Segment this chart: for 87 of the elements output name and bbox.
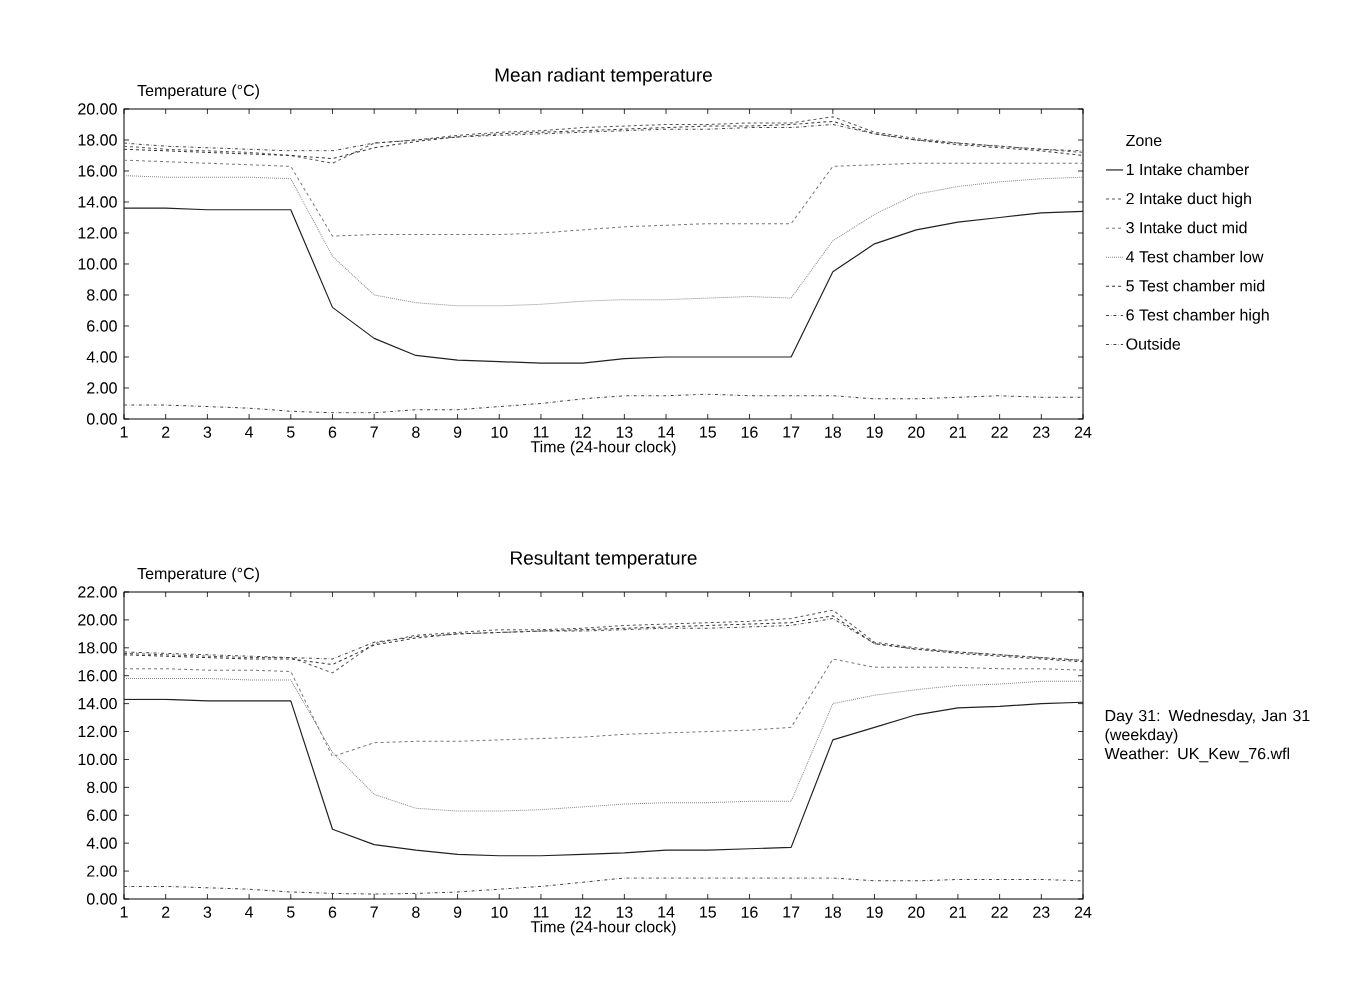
x-tick-label: 3 xyxy=(203,426,212,438)
x-tick-label: 17 xyxy=(783,426,800,438)
x-tick-label: 13 xyxy=(616,426,633,438)
x-tick-label: 5 xyxy=(286,426,295,438)
x-tick-label: 3 xyxy=(203,906,212,918)
x-tick-label: 1 xyxy=(120,906,128,918)
text: Weather: UK_Kew_76.wfl xyxy=(1104,747,1289,763)
y-tick-label: 10.00 xyxy=(78,258,117,270)
x-tick-label: 12 xyxy=(574,906,591,918)
x-tick-label: 7 xyxy=(370,426,378,438)
x-tick-label: 6 xyxy=(328,906,337,918)
x-tick-label: 5 xyxy=(286,906,295,918)
y-tick-label: 16.00 xyxy=(78,165,117,177)
x-tick-label: 24 xyxy=(1074,906,1092,918)
x-tick-label: 8 xyxy=(412,426,420,438)
y-tick-label: 12.00 xyxy=(78,227,117,239)
y-tick-label: 6.00 xyxy=(87,809,117,821)
y-tick-label: 18.00 xyxy=(78,642,117,654)
y-tick-label: 4.00 xyxy=(86,351,117,363)
chart-title: Mean radiant temperature xyxy=(495,67,712,86)
y-tick-label: 0.00 xyxy=(86,893,117,905)
x-tick-label: 15 xyxy=(700,906,716,918)
x-tick-label: 1 xyxy=(120,426,128,438)
x-tick-label: 14 xyxy=(658,906,675,918)
x-tick-label: 20 xyxy=(908,426,925,438)
y-tick-label: 20.00 xyxy=(78,614,117,626)
y-tick-label: 6.00 xyxy=(87,320,117,332)
y-tick-label: 12.00 xyxy=(78,725,117,738)
x-tick-label: 11 xyxy=(533,906,549,918)
y-tick-label: 2.00 xyxy=(87,865,117,877)
y-tick-label: 0.00 xyxy=(86,413,117,425)
legend-label: 6 Test chamber high xyxy=(1126,308,1269,324)
legend-label: 3 Intake duct mid xyxy=(1126,221,1247,234)
y-tick-label: 8.00 xyxy=(87,289,117,301)
x-tick-label: 8 xyxy=(412,906,420,918)
legend-label: 4 Test chamber low xyxy=(1126,250,1264,263)
x-tick-label: 10 xyxy=(491,426,508,438)
y-axis-title: Temperature (°C) xyxy=(137,84,259,100)
legend-label: 2 Intake duct high xyxy=(1126,192,1251,208)
y-tick-label: 22.00 xyxy=(78,586,117,598)
x-tick-label: 4 xyxy=(245,426,254,438)
x-tick-label: 21 xyxy=(949,426,967,438)
x-tick-label: 9 xyxy=(453,426,462,438)
x-tick-label: 2 xyxy=(162,426,170,438)
x-tick-label: 11 xyxy=(533,426,549,438)
chart-title: Resultant temperature xyxy=(511,550,697,569)
x-tick-label: 22 xyxy=(991,906,1008,918)
x-tick-label: 23 xyxy=(1033,426,1050,438)
y-tick-label: 18.00 xyxy=(78,134,117,146)
legend-title: Zone xyxy=(1126,134,1162,147)
y-tick-label: 2.00 xyxy=(87,382,117,394)
x-tick-label: 24 xyxy=(1074,426,1092,438)
y-tick-label: 4.00 xyxy=(86,837,117,849)
x-tick-label: 17 xyxy=(783,906,800,918)
x-tick-label: 18 xyxy=(825,426,842,438)
x-axis-title: Time (24-hour clock) xyxy=(530,440,676,456)
x-tick-label: 22 xyxy=(991,426,1008,438)
x-tick-label: 14 xyxy=(658,426,675,438)
x-tick-label: 16 xyxy=(741,426,758,438)
legend-label: Outside xyxy=(1126,337,1181,350)
y-tick-label: 14.00 xyxy=(78,196,117,208)
y-tick-label: 20.00 xyxy=(78,103,117,115)
legend-label: 1 Intake chamber xyxy=(1126,163,1249,176)
legend-label: 5 Test chamber mid xyxy=(1126,279,1265,292)
x-tick-label: 4 xyxy=(245,906,254,918)
y-tick-label: 16.00 xyxy=(78,670,117,682)
x-tick-label: 9 xyxy=(453,906,462,918)
x-tick-label: 10 xyxy=(491,906,508,918)
y-axis-title: Temperature (°C) xyxy=(137,567,259,583)
x-axis-title: Time (24-hour clock) xyxy=(530,920,676,936)
x-tick-label: 18 xyxy=(825,906,842,918)
x-tick-label: 19 xyxy=(866,906,883,918)
x-tick-label: 2 xyxy=(162,906,170,918)
x-tick-label: 15 xyxy=(700,426,716,438)
x-tick-label: 7 xyxy=(370,906,378,918)
y-tick-label: 8.00 xyxy=(87,781,117,794)
x-tick-label: 20 xyxy=(908,906,925,918)
x-tick-label: 12 xyxy=(574,426,591,438)
y-tick-label: 14.00 xyxy=(78,697,117,710)
x-tick-label: 19 xyxy=(866,426,883,438)
x-tick-label: 21 xyxy=(949,906,967,918)
x-tick-label: 16 xyxy=(741,906,758,918)
text: Day 31: Wednesday, Jan 31 (weekday) xyxy=(1105,709,1310,744)
x-tick-label: 13 xyxy=(616,906,633,918)
x-tick-label: 6 xyxy=(328,426,337,438)
x-tick-label: 23 xyxy=(1033,906,1050,918)
y-tick-label: 10.00 xyxy=(78,753,117,766)
